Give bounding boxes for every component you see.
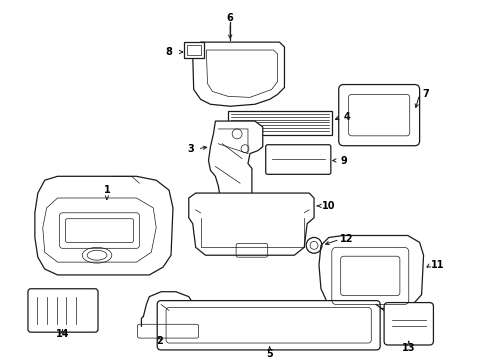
Text: 5: 5	[266, 349, 273, 359]
Text: 11: 11	[431, 260, 444, 270]
Text: 8: 8	[166, 47, 172, 57]
Text: 10: 10	[322, 201, 336, 211]
Bar	[228, 111, 332, 135]
Polygon shape	[209, 121, 263, 208]
Text: 14: 14	[56, 329, 69, 339]
Text: 3: 3	[187, 144, 194, 154]
FancyBboxPatch shape	[384, 302, 434, 345]
Polygon shape	[193, 42, 285, 106]
Polygon shape	[189, 193, 314, 255]
FancyBboxPatch shape	[28, 289, 98, 332]
Polygon shape	[35, 176, 173, 275]
Text: 2: 2	[156, 336, 163, 346]
Bar	[187, 45, 200, 55]
Text: 13: 13	[402, 343, 416, 353]
Text: 6: 6	[227, 13, 234, 23]
Polygon shape	[319, 235, 423, 309]
FancyBboxPatch shape	[266, 145, 331, 174]
Bar	[184, 42, 203, 58]
Text: 7: 7	[422, 89, 429, 99]
Text: 1: 1	[103, 185, 110, 195]
FancyBboxPatch shape	[157, 301, 380, 350]
Text: 12: 12	[340, 234, 353, 244]
Text: 4: 4	[343, 112, 350, 122]
FancyBboxPatch shape	[339, 85, 419, 146]
Text: 9: 9	[340, 156, 347, 166]
